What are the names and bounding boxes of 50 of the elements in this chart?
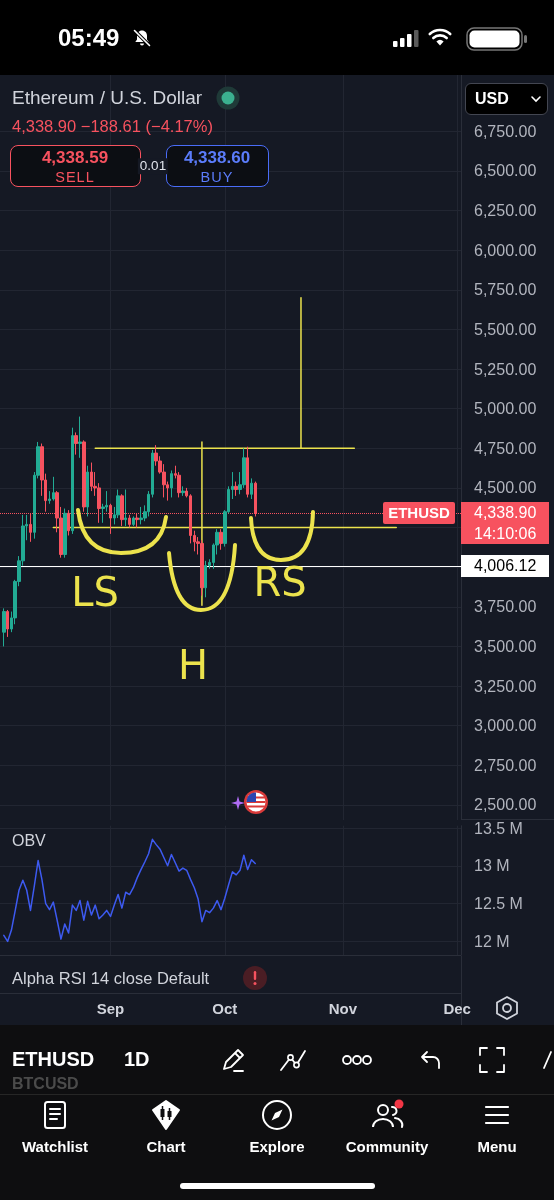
text: USD: [475, 90, 509, 107]
text: 4,338.90: [461, 502, 549, 525]
text: Watchlist: [21, 1137, 89, 1155]
y-tick-label: 6,000.00: [474, 241, 537, 259]
y-tick-label: 6,250.00: [474, 202, 537, 220]
annotation: 4,338.60: [183, 147, 251, 167]
text: Explore: [249, 1137, 305, 1155]
y-tick-label: 3,500.00: [474, 637, 537, 655]
y-tick-label: 5,500.00: [474, 320, 537, 338]
text: Ethereum / U.S. Dollar: [12, 87, 203, 109]
text: 05:49: [58, 24, 120, 51]
text: Community: [345, 1137, 429, 1155]
x-tick-label: Nov: [328, 1000, 358, 1017]
text: Chart: [146, 1137, 186, 1155]
y-tick-label: 13.5 M: [474, 819, 523, 837]
y-tick-label: 6,500.00: [474, 162, 537, 180]
y-tick-label: 12.5 M: [474, 895, 523, 913]
y-tick-label: 5,000.00: [474, 400, 537, 418]
text: ETHUSD: [12, 1048, 95, 1070]
y-tick-label: 12 M: [474, 932, 510, 950]
y-tick-label: 4,750.00: [474, 439, 537, 457]
text: Alpha RSI 14 close Default: [12, 968, 210, 987]
chart-title: OBV: [12, 832, 46, 850]
y-tick-label: 13 M: [474, 857, 510, 875]
text: 4,006.12: [461, 555, 549, 578]
y-tick-label: 3,750.00: [474, 598, 537, 616]
x-tick-label: Oct: [212, 1000, 238, 1017]
y-tick-label: 5,250.00: [474, 360, 537, 378]
ref-line-label: ETHUSD: [383, 502, 455, 525]
y-tick-label: 2,500.00: [474, 796, 537, 814]
annotation: BUY: [200, 168, 234, 185]
annotation: SELL: [55, 168, 95, 185]
annotation: LS: [71, 569, 119, 615]
text: BTCUSD: [12, 1075, 79, 1092]
annotation: 4,338.59: [41, 147, 109, 167]
text: 4,338.90 −188.61 (−4.17%): [12, 117, 213, 136]
x-tick-label: Dec: [443, 1000, 471, 1017]
text: Menu: [477, 1137, 517, 1155]
y-tick-label: 3,250.00: [474, 677, 537, 695]
annotation: H: [177, 642, 209, 688]
text: 14:10:06: [461, 524, 549, 545]
annotation: 0.01: [137, 158, 169, 174]
y-tick-label: 3,000.00: [474, 717, 537, 735]
text: 1D: [124, 1048, 150, 1070]
annotation: RS: [253, 559, 307, 605]
y-tick-label: 6,750.00: [474, 122, 537, 140]
y-tick-label: 2,750.00: [474, 756, 537, 774]
y-tick-label: 4,500.00: [474, 479, 537, 497]
x-tick-label: Sep: [96, 1000, 125, 1017]
y-tick-label: 5,750.00: [474, 281, 537, 299]
